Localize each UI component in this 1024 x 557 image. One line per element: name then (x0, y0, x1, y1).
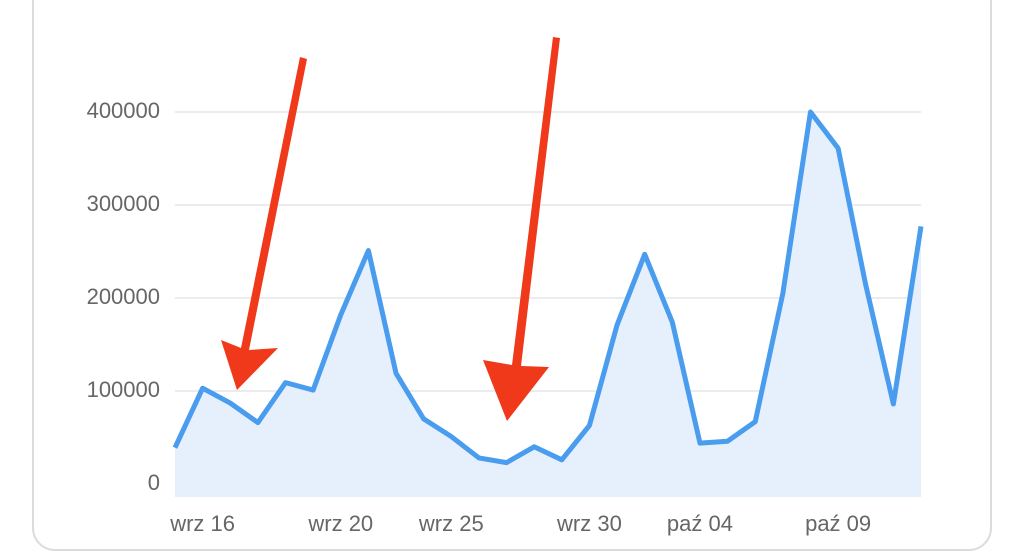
area (175, 112, 921, 497)
y-tick-label: 0 (148, 470, 160, 495)
x-tick-label: wrz 30 (556, 511, 622, 536)
x-tick-label: wrz 16 (169, 511, 235, 536)
x-tick-label: wrz 20 (307, 511, 373, 536)
x-tick-label: paź 04 (667, 511, 733, 536)
y-tick-label: 300000 (87, 191, 160, 216)
x-tick-label: paź 09 (805, 511, 871, 536)
y-tick-label: 400000 (87, 98, 160, 123)
y-tick-label: 200000 (87, 284, 160, 309)
arrow (221, 57, 307, 390)
arrow (483, 37, 560, 421)
x-tick-label: wrz 25 (418, 511, 484, 536)
plot: 0 100000 200000 300000 400000 wrz 16 wrz 20 wrz… (87, 98, 924, 536)
line (172, 109, 924, 466)
y-tick-label: 100000 (87, 377, 160, 402)
